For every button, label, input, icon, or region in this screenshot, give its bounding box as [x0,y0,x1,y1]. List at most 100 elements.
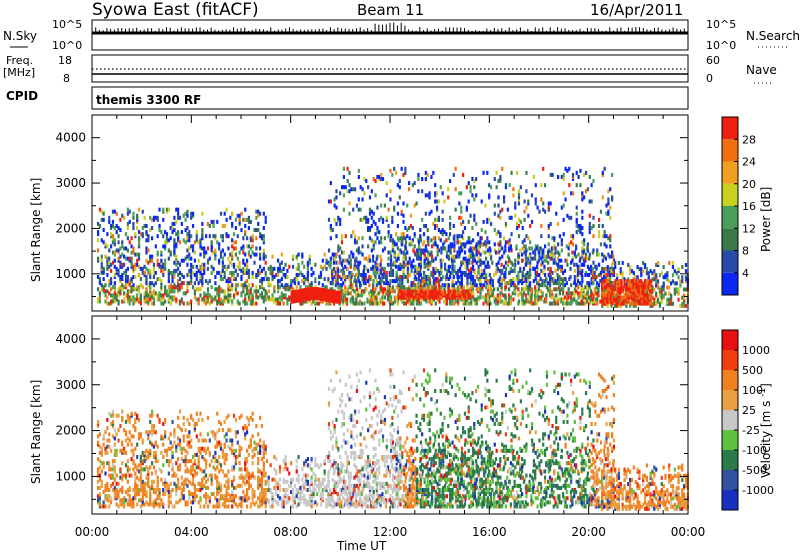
heatmap-cell [108,461,111,466]
heatmap-cell [584,270,588,275]
heatmap-cell [137,272,141,277]
heatmap-cell [134,262,137,267]
heatmap-cell [683,293,686,298]
heatmap-cell [406,262,409,267]
heatmap-cell [614,287,617,292]
heatmap-cell [454,291,457,296]
heatmap-cell [463,293,466,298]
heatmap-cell [265,291,269,296]
heatmap-cell [489,301,492,306]
heatmap-cell [319,287,322,292]
heatmap-cell [147,299,150,304]
heatmap-cell [393,205,396,210]
heatmap-cell [413,203,416,208]
heatmap-cell [425,275,428,280]
heatmap-cell [379,262,382,267]
heatmap-cell [644,301,647,306]
heatmap-cell [486,293,490,298]
heatmap-cell [395,258,398,263]
heatmap-cell [173,275,176,280]
heatmap-cell [121,240,124,245]
heatmap-cell [451,244,454,249]
heatmap-cell [647,281,650,286]
heatmap-cell [298,289,301,294]
heatmap-cell [570,295,573,300]
heatmap-cell [137,238,141,243]
heatmap-cell [424,244,427,249]
heatmap-cell [499,209,502,214]
heatmap-cell [349,258,352,263]
heatmap-cell [397,266,400,271]
heatmap-cell [204,301,208,306]
heatmap-cell [411,299,414,304]
heatmap-cell [171,270,174,275]
heatmap-cell [115,293,118,298]
heatmap-cell [562,232,565,237]
heatmap-cell [653,297,656,302]
heatmap-cell [581,256,584,261]
heatmap-cell [430,254,434,259]
heatmap-cell [264,291,267,296]
heatmap-cell [481,285,484,290]
heatmap-cell [481,260,484,265]
heatmap-cell [460,191,463,196]
heatmap-cell [355,301,358,306]
heatmap-cell [552,246,555,251]
heatmap-cell [583,258,586,263]
heatmap-cell [470,287,473,292]
heatmap-cell [355,258,358,263]
heatmap-cell [499,174,502,179]
heatmap-cell [119,498,122,503]
heatmap-cell [453,242,456,247]
heatmap-cell [259,252,262,257]
heatmap-cell [123,246,126,251]
heatmap-cell [441,232,444,237]
heatmap-cell [580,299,583,304]
heatmap-cell [126,295,129,300]
heatmap-cell [162,217,165,222]
heatmap-cell [390,295,393,300]
heatmap-cell [413,234,416,239]
heatmap-cell [306,287,310,292]
heatmap-cell [605,244,608,249]
heatmap-cell [415,295,418,300]
heatmap-cell [553,256,556,261]
heatmap-cell [113,295,116,300]
heatmap-cell [98,207,102,212]
heatmap-cell [486,219,489,224]
heatmap-cell [218,285,221,290]
heatmap-cell [210,248,213,253]
heatmap-cell [504,270,507,275]
heatmap-cell [259,279,262,284]
heatmap-cell [385,181,388,186]
heatmap-cell [605,295,608,300]
heatmap-cell [344,297,347,302]
heatmap-cell [395,279,398,284]
heatmap-cell [597,272,601,277]
heatmap-cell [488,272,491,277]
heatmap-cell [284,272,287,277]
heatmap-cell [507,246,511,251]
heatmap-cell [401,242,404,247]
heatmap-cell [447,268,450,273]
colorbar-tick-label: 8 [742,245,749,258]
heatmap-cell [110,226,113,231]
heatmap-cell [212,219,215,224]
heatmap-cell [534,289,537,294]
heatmap-cell [581,268,584,273]
heatmap-cell [450,256,454,261]
heatmap-cell [98,281,102,286]
heatmap-cell [427,293,430,298]
heatmap-cell [400,293,403,298]
heatmap-cell [477,287,480,292]
heatmap-cell [160,281,163,286]
heatmap-cell [342,207,346,212]
heatmap-cell [259,256,262,261]
heatmap-cell [126,289,129,294]
heatmap-cell [479,258,482,263]
heatmap-cell [433,293,436,298]
heatmap-cell [436,244,439,249]
heatmap-cell [173,268,176,273]
heatmap-cell [615,301,619,306]
heatmap-cell [245,285,249,290]
